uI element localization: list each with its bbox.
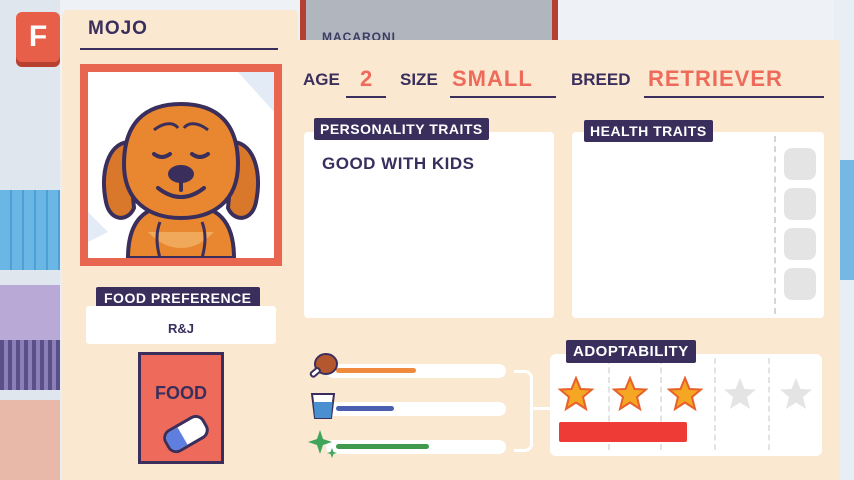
badge-letter: F: [28, 20, 48, 53]
size-value: SMALL: [452, 66, 533, 91]
pet-portrait-frame: [80, 64, 282, 266]
stats-bracket: [514, 370, 533, 452]
breed-label: BREED: [571, 70, 631, 89]
health-traits-title: HEALTH TRAITS: [584, 120, 713, 142]
hunger-track: [326, 364, 506, 378]
thirst-fill: [336, 406, 394, 411]
hygiene-fill: [336, 444, 429, 449]
food-button[interactable]: FOOD: [138, 352, 224, 464]
thirst-track: [326, 402, 506, 416]
sparkle-icon: [306, 426, 340, 460]
name-underline: [80, 48, 278, 50]
adoptability-title: ADOPTABILITY: [566, 340, 696, 363]
size-label: SIZE: [400, 70, 438, 89]
adopt-divider: [660, 358, 662, 450]
breed-value: RETRIEVER: [648, 66, 783, 91]
adopt-divider: [608, 358, 610, 450]
size-underline: [450, 96, 556, 98]
health-slot-3: [784, 228, 816, 260]
health-divider: [774, 136, 776, 314]
adopt-divider: [714, 358, 716, 450]
age-value: 2: [360, 66, 374, 91]
back-tab-macaroni[interactable]: MACARONI: [300, 0, 558, 44]
pill-icon: [159, 411, 213, 457]
breed-underline: [644, 96, 824, 98]
water-icon: [306, 388, 340, 422]
star-filled-icon: [557, 375, 595, 412]
stats-bracket-tick: [530, 407, 552, 410]
personality-trait-item: GOOD WITH KIDS: [322, 154, 475, 173]
food-preference-label: FOOD PREFERENCE: [96, 287, 260, 309]
age-label: AGE: [303, 70, 340, 89]
f-key-badge[interactable]: F: [16, 12, 60, 62]
age-underline: [346, 96, 386, 98]
health-slot-1: [784, 148, 816, 180]
adopt-divider: [768, 358, 770, 450]
health-slot-2: [784, 188, 816, 220]
hunger-fill: [336, 368, 416, 373]
pet-name: MOJO: [88, 18, 148, 39]
adoptability-bar: [559, 422, 687, 442]
star-filled-icon: [611, 375, 649, 412]
health-slot-4: [784, 268, 816, 300]
meat-icon: [306, 350, 340, 384]
star-empty-icon: [778, 376, 814, 412]
star-empty-icon: [722, 376, 758, 412]
dog-portrait-icon: [88, 72, 274, 258]
pet-portrait: [88, 72, 274, 258]
personality-traits-title: PERSONALITY TRAITS: [314, 118, 489, 140]
star-filled-icon: [666, 375, 704, 412]
health-traits-panel: [572, 132, 824, 318]
food-button-label: FOOD: [155, 383, 207, 403]
personality-traits-panel: [304, 132, 554, 318]
food-preference-value: R&J: [86, 306, 276, 344]
